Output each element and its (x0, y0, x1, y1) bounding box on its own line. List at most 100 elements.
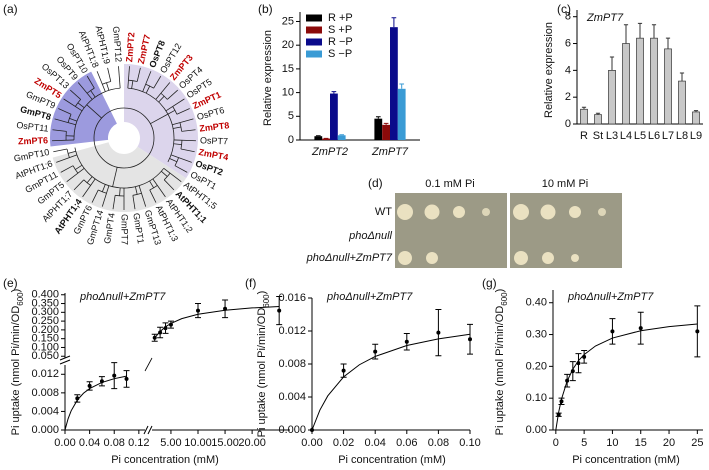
y-axis-label: Relative expression (262, 30, 274, 126)
data-point (158, 330, 163, 335)
y-axis-label-part: 600 (500, 292, 509, 306)
error-bar (399, 83, 405, 89)
x-tick-label: L5 (634, 130, 646, 142)
bar (314, 136, 323, 140)
column-label: 10 mM Pi (542, 178, 588, 190)
bar (337, 135, 346, 140)
x-tick-label: St (593, 130, 603, 142)
tree-branch (77, 82, 93, 100)
tree-branch (63, 98, 83, 112)
legend-swatch (306, 14, 322, 22)
y-tick-label: 10 (282, 86, 294, 98)
y-tick-label: 0.150 (31, 333, 59, 345)
y-axis-label: Pi uptake (nmol Pi/min/OD600) (10, 289, 25, 436)
y-tick-label: 0.012 (31, 368, 59, 380)
yeast-spot (482, 208, 490, 216)
panel-label: (f) (245, 276, 256, 290)
bar (382, 124, 390, 140)
bar (622, 43, 630, 125)
tree-branch (86, 104, 102, 119)
tree-branch (145, 85, 151, 94)
tree-branch (56, 154, 78, 163)
x-tick-label: L6 (648, 130, 660, 142)
tree-branch (172, 118, 194, 126)
y-tick-label: 8 (565, 11, 571, 23)
y-tick-label: 0.400 (31, 289, 59, 301)
x-tick-label: L9 (690, 130, 702, 142)
x-tick-label: 0.00 (54, 437, 75, 449)
yeast-spot (542, 252, 554, 264)
plate (510, 193, 622, 268)
y-tick-label: 6 (565, 37, 571, 49)
y-tick-label: 0.004 (278, 391, 306, 403)
error-bar (581, 106, 587, 110)
tree-branch (127, 66, 130, 89)
tree-branch (86, 87, 95, 94)
y-tick-label: 0.012 (278, 325, 306, 337)
axis-break (59, 355, 71, 365)
tree-branch (174, 157, 179, 166)
x-tick-label: 0.10 (459, 437, 480, 449)
tree-branch (138, 185, 147, 207)
yeast-spot (426, 252, 438, 264)
tree-branch (174, 165, 188, 173)
leaf-label: OsPT7 (200, 135, 228, 146)
error-bar (595, 112, 601, 115)
bar (330, 93, 338, 140)
row-label: phoΔnull (348, 230, 392, 242)
panel-label: (g) (482, 276, 497, 290)
tree-branch (96, 71, 106, 92)
tree-branch (118, 66, 121, 89)
yeast-spot (598, 208, 606, 216)
tree-branch (132, 195, 136, 210)
tree-branch (82, 178, 96, 198)
legend-swatch (306, 50, 322, 58)
x-tick-label: 10 (606, 437, 618, 449)
tree-branch (173, 143, 182, 146)
annotation: phoΔnull+ZmPT7 (326, 291, 413, 303)
leaf-label: ZmPT8 (199, 120, 230, 133)
x-tick-label: 20 (663, 437, 675, 449)
x-tick-label: L8 (676, 130, 688, 142)
bar (374, 118, 383, 140)
legend-label: R +P (328, 12, 353, 24)
data-point (373, 349, 378, 354)
data-point (570, 369, 575, 374)
y-tick-label: 0.008 (31, 387, 59, 399)
error-bar (637, 22, 643, 39)
y-tick-label: 20 (282, 39, 294, 51)
leaf-label: ZmPT2 (124, 32, 136, 63)
fit-curve (311, 333, 471, 431)
panel-label: (a) (3, 2, 18, 16)
tree-branch (176, 108, 190, 115)
error-bar (693, 110, 699, 112)
y-axis-label-part: Pi uptake (nmol Pi/min/OD (256, 308, 268, 438)
tree-branch (72, 165, 79, 174)
tree-branch (163, 179, 175, 191)
tree-branch (142, 71, 152, 92)
tree-branch (77, 102, 85, 109)
y-tick-label: 0.10 (526, 392, 547, 404)
tree-branch (149, 185, 158, 191)
panel-label: (c) (557, 2, 571, 16)
yeast-spot (424, 204, 440, 220)
tree-branch (74, 99, 81, 107)
plate (395, 193, 507, 268)
error-bar (375, 116, 381, 119)
x-tick-label: 5 (581, 437, 587, 449)
row-label: phoΔnull+ZmPT7 (306, 252, 393, 264)
tree-branch (101, 184, 106, 192)
legend-swatch (306, 26, 322, 34)
y-tick-label: 0.100 (31, 341, 59, 353)
data-point (168, 322, 173, 327)
data-point (565, 378, 570, 383)
axis-break-link (144, 357, 153, 372)
legend-label: R −P (328, 36, 353, 48)
leaf-label: GmPT4 (102, 212, 117, 244)
row-label: WT (375, 206, 392, 218)
data-point (576, 361, 581, 366)
x-tick-label: 0.08 (104, 437, 125, 449)
fit-curve (64, 375, 127, 431)
annotation: phoΔnull+ZmPT7 (567, 291, 654, 303)
